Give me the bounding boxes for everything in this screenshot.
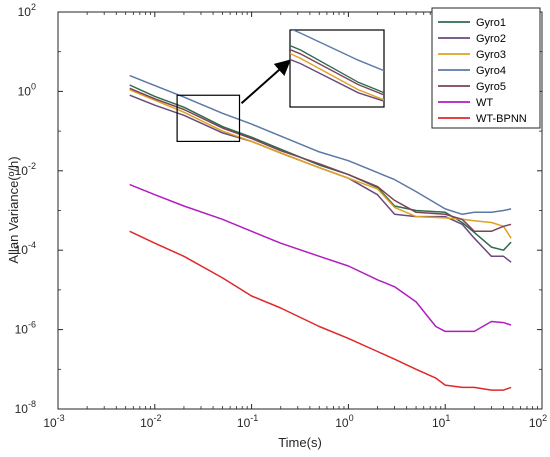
x-tick-base: 10 [335, 416, 349, 430]
y-tick-exponent: -2 [28, 161, 36, 171]
inset-line-gyro1 [290, 44, 384, 94]
series-line-wt-bpnn [129, 230, 512, 391]
y-tick-base: 10 [18, 84, 32, 98]
y-tick-base: 10 [15, 402, 29, 416]
legend-label-wt-bpnn: WT-BPNN [476, 113, 527, 125]
y-tick-label: 10-6 [15, 320, 36, 337]
legend-label-wt: WT [476, 97, 493, 109]
inset-line-gyro5 [290, 48, 384, 96]
x-tick-label: 10-1 [237, 413, 258, 430]
x-tick-exponent: 1 [445, 413, 450, 423]
x-axis-title: Time(s) [278, 435, 322, 450]
y-tick-exponent: 0 [31, 81, 36, 91]
series-layer [129, 74, 512, 391]
series-line-gyro4 [129, 74, 512, 216]
x-tick-exponent: -3 [57, 413, 65, 423]
x-tick-exponent: 0 [349, 413, 354, 423]
x-tick-label: 10-2 [140, 413, 161, 430]
y-tick-label: 100 [18, 81, 36, 98]
y-tick-base: 10 [15, 243, 29, 257]
y-tick-label: 10-4 [15, 240, 36, 257]
x-tick-exponent: 2 [542, 413, 547, 423]
y-tick-base: 10 [15, 164, 29, 178]
inset-box [289, 29, 385, 108]
y-tick-label: 10-8 [15, 399, 36, 416]
y-tick-label: 102 [18, 2, 36, 19]
legend-label-gyro2: Gyro2 [476, 33, 506, 45]
x-tick-label: 101 [432, 413, 450, 430]
x-tick-base: 10 [432, 416, 446, 430]
y-tick-label: 10-2 [15, 161, 36, 178]
x-tick-label: 100 [335, 413, 353, 430]
legend: Gyro1 Gyro2 Gyro3 Gyro4 Gyro5 WT WT-BPNN [431, 7, 541, 129]
x-tick-exponent: -2 [153, 413, 161, 423]
zoom-arrow [240, 59, 291, 104]
x-tick-base: 10 [43, 416, 57, 430]
x-tick-label: 102 [529, 413, 547, 430]
zoom-region-box [176, 94, 241, 143]
legend-label-gyro5: Gyro5 [476, 81, 506, 93]
series-line-gyro2 [129, 94, 512, 263]
series-line-wt [129, 183, 512, 333]
inset-line-gyro2 [290, 58, 384, 102]
inset-line-gyro3 [290, 52, 384, 101]
inset-layer [176, 29, 385, 143]
legend-label-gyro4: Gyro4 [476, 65, 506, 77]
legend-label-gyro1: Gyro1 [476, 17, 506, 29]
x-tick-base: 10 [529, 416, 543, 430]
x-tick-label: 10-3 [43, 413, 64, 430]
x-tick-base: 10 [140, 416, 154, 430]
x-tick-base: 10 [237, 416, 251, 430]
y-axis-title: Allan Variance(º/h) [6, 156, 21, 263]
y-tick-exponent: -8 [28, 399, 36, 409]
y-tick-base: 10 [18, 5, 32, 19]
legend-box [431, 7, 541, 129]
series-line-gyro3 [129, 89, 512, 239]
y-tick-exponent: -6 [28, 320, 36, 330]
y-tick-base: 10 [15, 323, 29, 337]
legend-label-gyro3: Gyro3 [476, 49, 506, 61]
y-tick-exponent: -4 [28, 240, 36, 250]
series-line-gyro5 [129, 87, 512, 233]
inset-lines [290, 30, 384, 102]
y-tick-exponent: 2 [31, 2, 36, 12]
x-tick-exponent: -1 [250, 413, 258, 423]
inset-line-gyro4 [291, 30, 384, 72]
